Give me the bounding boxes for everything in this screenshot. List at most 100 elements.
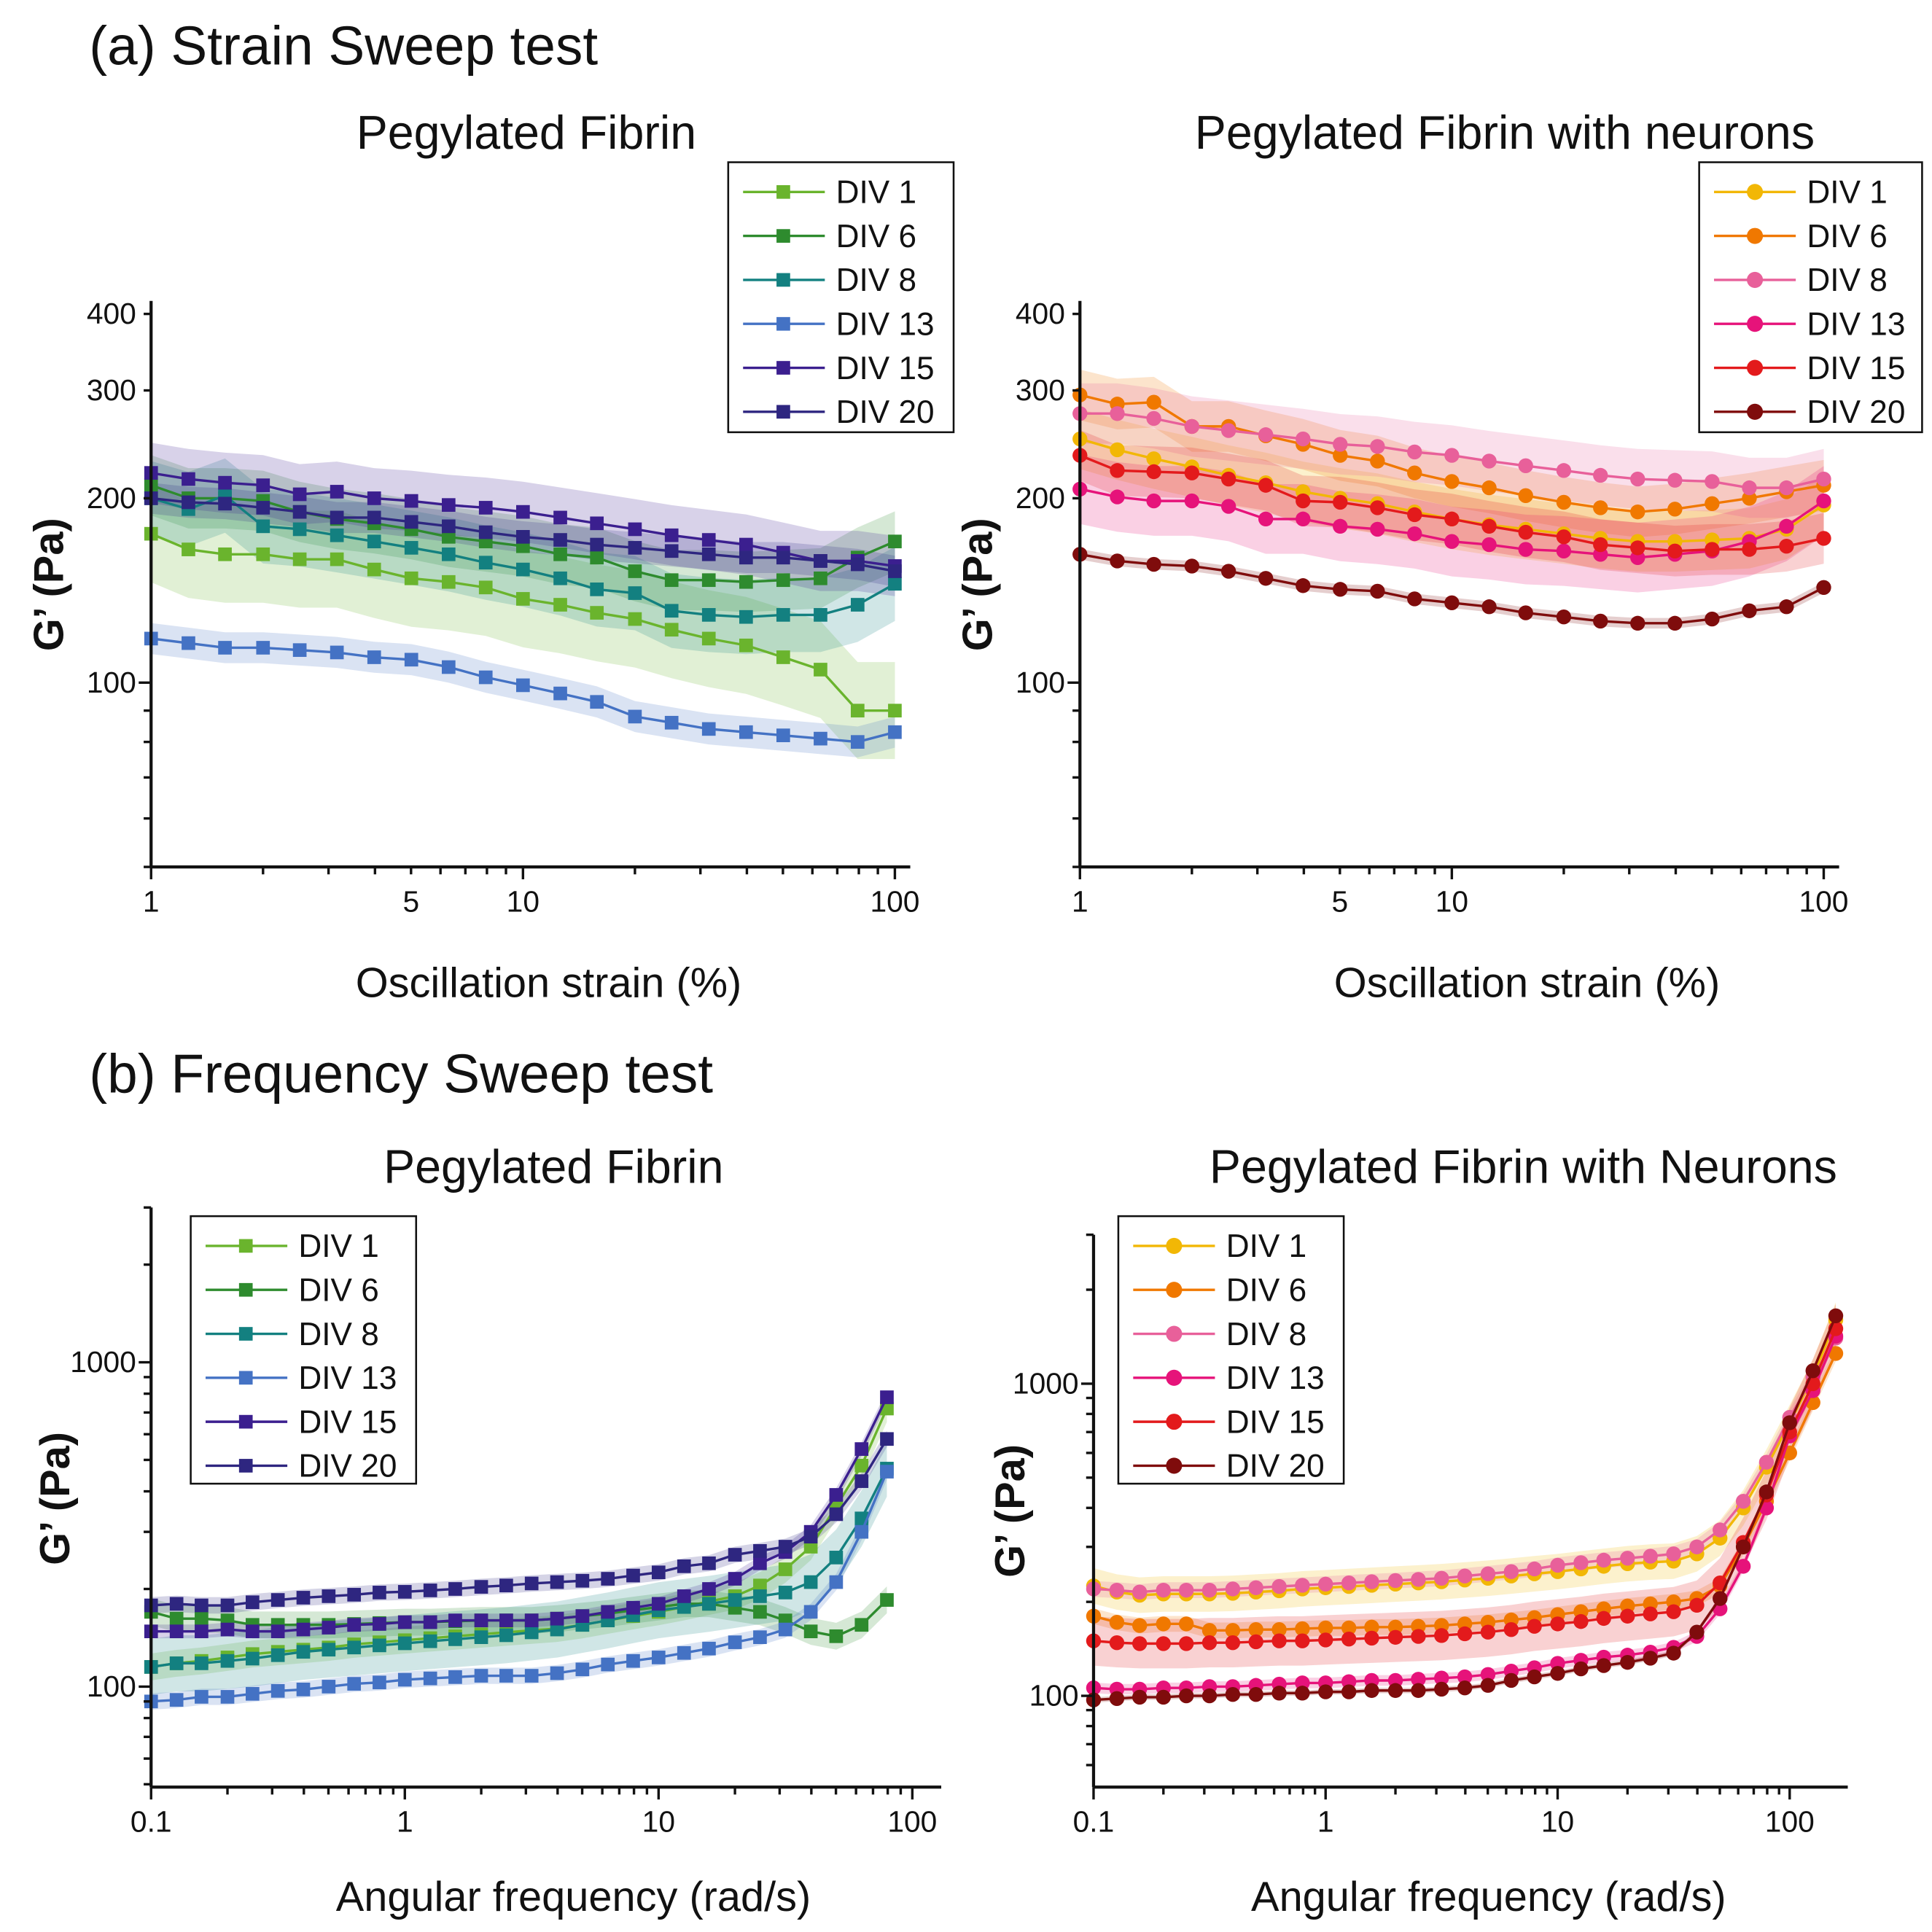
legend-label: DIV 1 — [836, 175, 916, 211]
data-point — [182, 472, 195, 486]
data-point — [1457, 1626, 1473, 1642]
data-point — [728, 1635, 742, 1649]
data-point — [1407, 465, 1422, 480]
legend-marker — [238, 1327, 253, 1341]
data-point — [701, 573, 716, 588]
data-point — [1387, 1619, 1403, 1635]
data-point — [1296, 511, 1311, 527]
data-point — [829, 1507, 844, 1522]
data-point — [1444, 534, 1460, 549]
legend-label: DIV 20 — [1226, 1449, 1325, 1484]
data-point — [677, 1645, 691, 1660]
data-point — [474, 1580, 488, 1594]
data-point — [322, 1621, 336, 1635]
data-point — [1370, 583, 1385, 599]
data-point — [1411, 1683, 1426, 1698]
x-tick-label: 0.1 — [1073, 1804, 1115, 1838]
data-point — [1758, 1454, 1775, 1470]
data-point — [182, 495, 195, 510]
data-point — [1758, 1484, 1775, 1500]
data-point — [256, 641, 270, 655]
data-point — [1457, 1568, 1473, 1584]
data-point — [1341, 1620, 1357, 1636]
data-point — [478, 580, 493, 595]
data-point — [753, 1578, 767, 1593]
data-point — [1643, 1651, 1658, 1666]
data-point — [880, 1465, 894, 1479]
error-band — [151, 458, 895, 655]
data-point — [169, 1693, 184, 1707]
data-point — [778, 1562, 792, 1576]
data-point — [1705, 611, 1720, 627]
data-point — [1407, 526, 1422, 542]
data-point — [169, 1656, 184, 1670]
data-point — [322, 1589, 336, 1603]
data-point — [888, 704, 902, 718]
data-point — [590, 550, 604, 565]
legend-label: DIV 6 — [836, 219, 916, 254]
legend-item: DIV 13 — [1133, 1360, 1325, 1396]
data-point — [553, 510, 567, 525]
data-point — [702, 1582, 716, 1596]
data-point — [256, 478, 270, 492]
data-point — [1573, 1613, 1589, 1629]
x-tick-label: 100 — [1765, 1804, 1815, 1838]
data-point — [220, 1622, 235, 1637]
data-point — [829, 1629, 844, 1643]
data-point — [1225, 1581, 1241, 1597]
legend-item: DIV 15 — [743, 351, 935, 386]
data-point — [1295, 1621, 1310, 1637]
legend-item: DIV 20 — [1714, 394, 1905, 430]
data-point — [330, 645, 344, 660]
legend-item: DIV 13 — [205, 1360, 397, 1396]
data-point — [1110, 463, 1125, 478]
x-tick-label: 1 — [1317, 1804, 1334, 1838]
data-point — [1518, 458, 1533, 474]
data-point — [404, 494, 418, 508]
data-point — [1735, 1539, 1751, 1554]
data-point — [1364, 1683, 1379, 1698]
data-point — [1407, 591, 1422, 607]
legend-marker — [1747, 316, 1764, 332]
data-point — [1156, 1582, 1171, 1598]
data-point — [1271, 1578, 1287, 1594]
data-point — [1341, 1631, 1357, 1647]
legend-item: DIV 1 — [1133, 1228, 1306, 1264]
data-point — [246, 1595, 260, 1610]
data-point — [478, 525, 493, 540]
data-point — [1713, 1575, 1728, 1591]
data-point — [1705, 474, 1720, 489]
legend-label: DIV 13 — [836, 307, 935, 343]
data-point — [854, 1442, 869, 1456]
x-axis-label: Angular frequency (rad/s) — [1251, 1874, 1726, 1920]
data-point — [270, 1648, 285, 1662]
data-point — [1527, 1669, 1542, 1685]
legend-item: DIV 8 — [1133, 1317, 1306, 1352]
legend-box — [190, 1215, 418, 1485]
data-point — [169, 1624, 184, 1639]
data-point — [423, 1634, 437, 1648]
data-point — [739, 574, 753, 589]
y-tick-label: 400 — [87, 297, 136, 330]
data-point — [1816, 493, 1831, 509]
data-point — [590, 695, 604, 709]
data-point — [1816, 580, 1831, 595]
data-point — [499, 1578, 513, 1593]
data-point — [373, 1675, 386, 1690]
data-point — [270, 1593, 285, 1607]
data-point — [397, 1585, 412, 1599]
data-point — [404, 541, 418, 555]
data-point — [441, 574, 456, 589]
data-point — [1667, 472, 1683, 488]
legend-label: DIV 13 — [298, 1360, 397, 1396]
data-point — [803, 1605, 818, 1619]
data-point — [1713, 1522, 1728, 1538]
data-point — [701, 547, 716, 561]
data-point — [1434, 1628, 1449, 1643]
data-point — [739, 609, 753, 624]
legend-marker — [238, 1459, 253, 1473]
data-point — [474, 1630, 488, 1645]
data-point — [1110, 442, 1125, 458]
data-point — [677, 1559, 691, 1573]
data-point — [590, 606, 604, 620]
